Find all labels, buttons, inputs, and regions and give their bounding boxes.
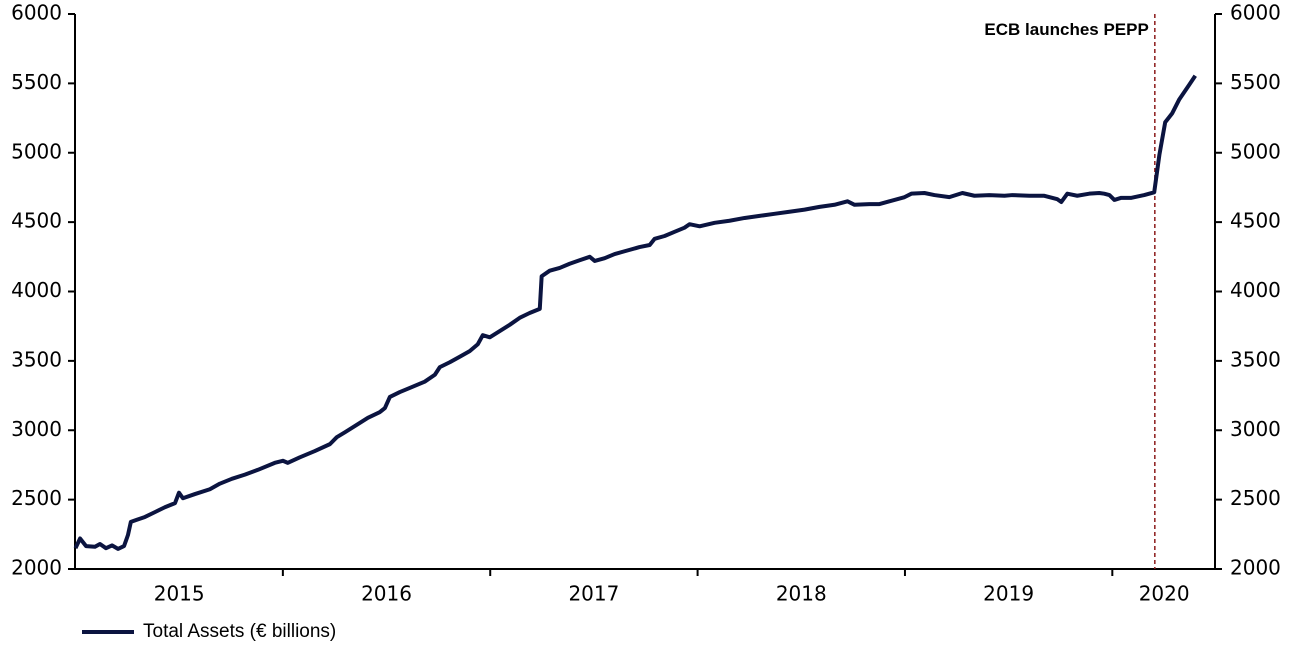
- y2-tick-label: 5500: [1230, 70, 1281, 94]
- x-tick-label: 2020: [1139, 582, 1190, 606]
- x-tick-label: 2016: [361, 582, 412, 606]
- y-tick-label: 5500: [11, 70, 62, 94]
- x-tick-label: 2018: [776, 582, 827, 606]
- y-tick-label: 6000: [11, 1, 62, 25]
- y2-tick-label: 2000: [1230, 556, 1281, 580]
- y-tick-label: 4000: [11, 278, 62, 302]
- annotation-text: ECB launches PEPP: [984, 20, 1148, 39]
- y2-tick-label: 3500: [1230, 347, 1281, 371]
- y-tick-label: 2500: [11, 486, 62, 510]
- x-tick-label: 2019: [983, 582, 1034, 606]
- y-tick-label: 3500: [11, 347, 62, 371]
- y-tick-label: 4500: [11, 209, 62, 233]
- series-line: [73, 74, 1197, 551]
- x-tick-label: 2015: [154, 582, 205, 606]
- legend-label: Total Assets (€ billions): [143, 621, 336, 642]
- y2-tick-label: 3000: [1230, 417, 1281, 441]
- y-tick-label: 5000: [11, 139, 62, 163]
- y2-tick-label: 2500: [1230, 486, 1281, 510]
- y2-tick-label: 6000: [1230, 1, 1281, 25]
- x-tick-label: 2017: [568, 582, 619, 606]
- y2-tick-label: 5000: [1230, 139, 1281, 163]
- y2-tick-label: 4000: [1230, 278, 1281, 302]
- y-tick-label: 3000: [11, 417, 62, 441]
- y-tick-label: 2000: [11, 556, 62, 580]
- y2-tick-label: 4500: [1230, 209, 1281, 233]
